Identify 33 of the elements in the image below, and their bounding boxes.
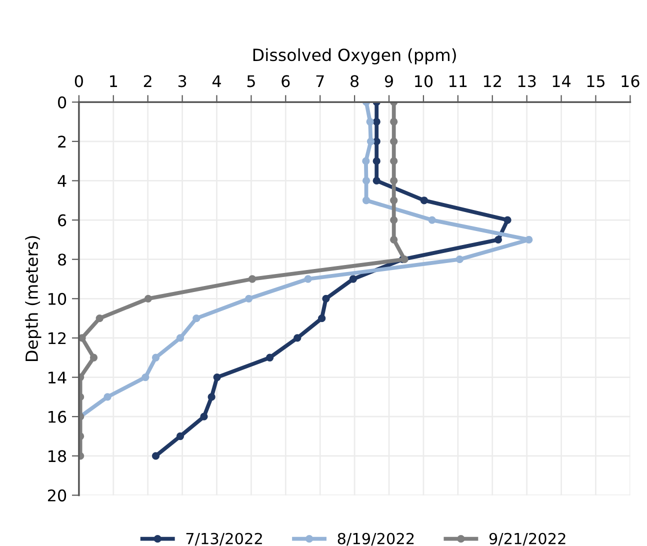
x-tick-label: 14: [552, 75, 571, 87]
x-tick-label: 1: [110, 75, 117, 87]
x-tick-label: 13: [518, 75, 536, 88]
y-axis-title: Depth (meters): [25, 236, 42, 361]
x-tick-label: 12: [484, 75, 501, 87]
y-tick-label: 4: [58, 175, 66, 187]
y-tick-label: 20: [48, 489, 66, 502]
x-tick-label: 16: [622, 75, 640, 88]
y-tick-label: 18: [48, 450, 66, 462]
legend-label: 8/19/2022: [338, 532, 414, 546]
y-tick-label: 16: [48, 410, 66, 423]
x-tick-label: 11: [450, 75, 467, 87]
x-tick-label: 7: [316, 75, 324, 87]
x-tick-label: 2: [144, 75, 152, 87]
y-tick-label: 12: [48, 332, 66, 344]
y-tick-label: 0: [58, 96, 66, 108]
x-tick-label: 6: [282, 75, 290, 88]
y-tick-label: 8: [58, 254, 66, 266]
y-tick-label: 14: [48, 372, 66, 384]
x-tick-label: 5: [247, 75, 255, 88]
x-tick-label: 0: [74, 75, 83, 88]
x-tick-label: 3: [178, 75, 186, 88]
x-axis-title: Dissolved Oxygen (ppm): [253, 48, 456, 64]
legend-label: 7/13/2022: [186, 532, 262, 546]
x-tick-label: 8: [350, 75, 359, 88]
x-tick-label: 15: [587, 75, 604, 88]
y-tick-label: 2: [58, 136, 66, 148]
x-tick-label: 4: [212, 75, 221, 87]
y-tick-label: 6: [58, 214, 66, 226]
y-tick-label: 10: [48, 292, 66, 305]
x-tick-label: 9: [384, 75, 393, 88]
x-tick-label: 10: [415, 75, 433, 88]
legend-label: 9/21/2022: [489, 532, 566, 546]
